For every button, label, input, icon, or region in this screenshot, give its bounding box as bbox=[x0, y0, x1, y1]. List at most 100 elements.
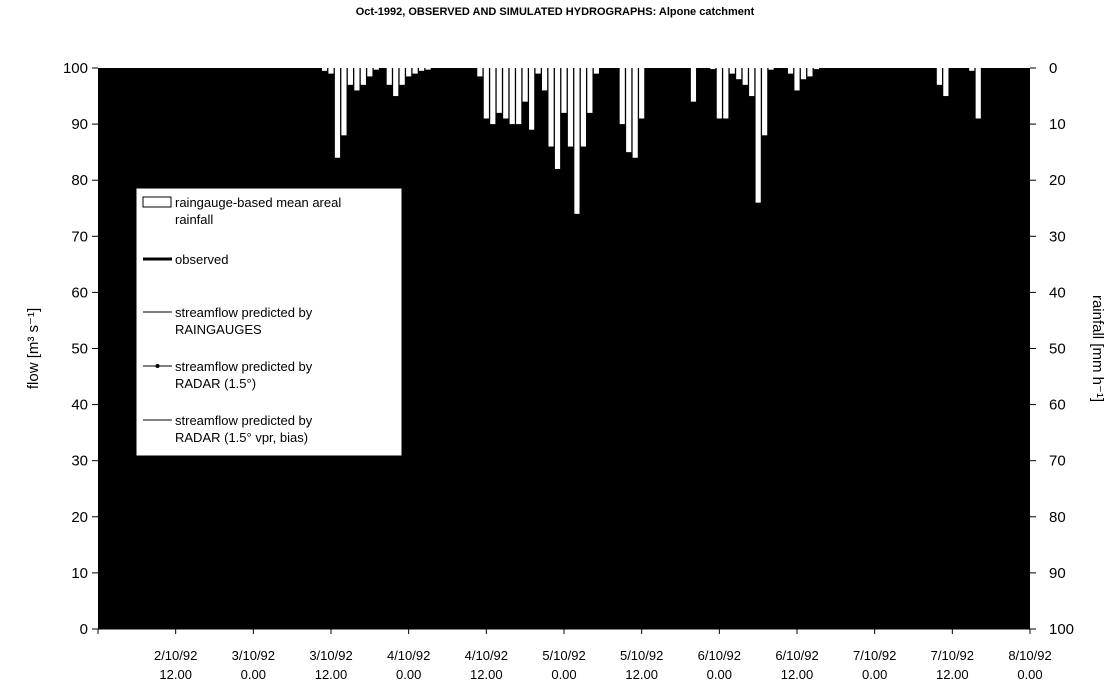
x-tick-label-date: 3/10/92 bbox=[309, 648, 352, 663]
x-tick-label-date: 5/10/92 bbox=[542, 648, 585, 663]
rainfall-bar bbox=[328, 68, 334, 74]
y-tick-label-right: 80 bbox=[1049, 509, 1066, 526]
rainfall-bar bbox=[367, 68, 373, 77]
x-tick-label-date: 6/10/92 bbox=[698, 648, 741, 663]
x-tick-label-date: 2/10/92 bbox=[154, 648, 197, 663]
chart-title: Oct-1992, OBSERVED AND SIMULATED HYDROGR… bbox=[356, 6, 755, 18]
rainfall-bar bbox=[321, 68, 328, 71]
y-tick-label-left: 90 bbox=[71, 116, 88, 133]
rainfall-bar bbox=[354, 68, 360, 91]
y-tick-label-right: 0 bbox=[1049, 60, 1057, 77]
rainfall-bar bbox=[483, 68, 489, 119]
legend: raingauge-based mean areal rainfall observ… bbox=[135, 187, 403, 457]
rainfall-bar bbox=[587, 68, 593, 113]
rainfall-bar bbox=[347, 68, 354, 85]
legend-swatch-dot bbox=[155, 364, 160, 368]
x-tick-label-time: 12.00 bbox=[625, 667, 658, 682]
legend-box bbox=[135, 187, 403, 457]
y-tick-label-left: 20 bbox=[71, 509, 88, 526]
rainfall-bar bbox=[639, 68, 645, 119]
rainfall-bar bbox=[632, 68, 638, 158]
rainfall-bar bbox=[535, 68, 541, 74]
legend-label: streamflow predicted by bbox=[175, 413, 313, 428]
legend-label: RADAR (1.5°) bbox=[175, 376, 256, 391]
rainfall-bar bbox=[406, 68, 412, 77]
x-tick-label-date: 4/10/92 bbox=[387, 648, 430, 663]
x-tick-label-date: 7/10/92 bbox=[931, 648, 974, 663]
x-tick-label-time: 12.00 bbox=[781, 667, 814, 682]
rainfall-bar bbox=[580, 68, 587, 147]
rainfall-bar bbox=[729, 68, 735, 74]
rainfall-bar bbox=[710, 68, 716, 70]
y-tick-label-left: 60 bbox=[71, 284, 88, 301]
legend-label: RAINGAUGES bbox=[175, 322, 262, 337]
rainfall-bar bbox=[567, 68, 574, 147]
x-tick-label-date: 7/10/92 bbox=[853, 648, 896, 663]
rainfall-bar bbox=[593, 68, 599, 74]
rainfall-bar bbox=[490, 68, 496, 125]
rainfall-bar bbox=[969, 68, 975, 71]
rainfall-bar bbox=[574, 68, 580, 214]
y-axis-label-left: flow [m³ s⁻¹] bbox=[25, 308, 42, 389]
rainfall-bar bbox=[529, 68, 535, 130]
y-tick-label-left: 0 bbox=[80, 621, 88, 638]
rainfall-bar bbox=[794, 68, 800, 91]
y-tick-label-right: 70 bbox=[1049, 453, 1066, 470]
rainfall-bar bbox=[334, 68, 341, 158]
rainfall-bar bbox=[619, 68, 625, 125]
legend-label: RADAR (1.5° vpr, bias) bbox=[175, 430, 308, 445]
x-tick-label-time: 12.00 bbox=[159, 667, 192, 682]
y-tick-label-left: 30 bbox=[71, 453, 88, 470]
y-tick-label-left: 80 bbox=[71, 172, 88, 189]
rainfall-bar bbox=[561, 68, 567, 113]
rainfall-bar bbox=[516, 68, 522, 125]
rainfall-bar bbox=[412, 68, 418, 74]
rainfall-bar bbox=[749, 68, 755, 97]
y-axis-label-right: rainfall [mm h⁻¹] bbox=[1089, 295, 1106, 402]
x-tick-label-time: 0.00 bbox=[1017, 667, 1042, 682]
rainfall-bar bbox=[768, 68, 774, 70]
rainfall-bar bbox=[936, 68, 942, 85]
rainfall-bar bbox=[360, 68, 366, 85]
y-tick-label-right: 30 bbox=[1049, 228, 1066, 245]
rainfall-bar bbox=[943, 68, 949, 97]
x-tick-label-date: 8/10/92 bbox=[1008, 648, 1051, 663]
y-tick-label-left: 100 bbox=[63, 60, 88, 77]
rainfall-bar bbox=[736, 68, 742, 80]
legend-swatch-rainfall bbox=[142, 196, 172, 208]
rainfall-bar bbox=[626, 68, 632, 153]
legend-label: rainfall bbox=[175, 212, 213, 227]
x-tick-label-time: 0.00 bbox=[551, 667, 576, 682]
rainfall-bar bbox=[341, 68, 347, 136]
rainfall-bars bbox=[321, 68, 981, 214]
x-tick-label-date: 4/10/92 bbox=[465, 648, 508, 663]
y-tick-label-left: 40 bbox=[71, 397, 88, 414]
legend-label: observed bbox=[175, 252, 228, 267]
x-tick-label-time: 12.00 bbox=[315, 667, 348, 682]
x-tick-label-time: 12.00 bbox=[470, 667, 503, 682]
rainfall-bar bbox=[386, 68, 392, 85]
rainfall-bar bbox=[393, 68, 399, 97]
rainfall-bar bbox=[373, 68, 379, 70]
rainfall-bar bbox=[716, 68, 722, 119]
x-tick-label-time: 12.00 bbox=[936, 667, 969, 682]
x-tick-label-date: 5/10/92 bbox=[620, 648, 663, 663]
y-tick-label-left: 50 bbox=[71, 341, 88, 358]
x-tick-label-time: 0.00 bbox=[862, 667, 887, 682]
rainfall-bar bbox=[541, 68, 548, 91]
rainfall-bar bbox=[787, 68, 794, 74]
x-tick-label-date: 3/10/92 bbox=[232, 648, 275, 663]
y-tick-label-right: 90 bbox=[1049, 565, 1066, 582]
rainfall-bar bbox=[419, 68, 425, 71]
legend-label: streamflow predicted by bbox=[175, 305, 313, 320]
rainfall-bar bbox=[496, 68, 502, 113]
y-tick-label-left: 10 bbox=[71, 565, 88, 582]
y-tick-label-left: 70 bbox=[71, 228, 88, 245]
rainfall-bar bbox=[509, 68, 515, 125]
rainfall-bar bbox=[554, 68, 561, 169]
y-tick-label-right: 20 bbox=[1049, 172, 1066, 189]
rainfall-bar bbox=[807, 68, 813, 77]
rainfall-bar bbox=[813, 68, 820, 70]
rainfall-bar bbox=[548, 68, 554, 147]
